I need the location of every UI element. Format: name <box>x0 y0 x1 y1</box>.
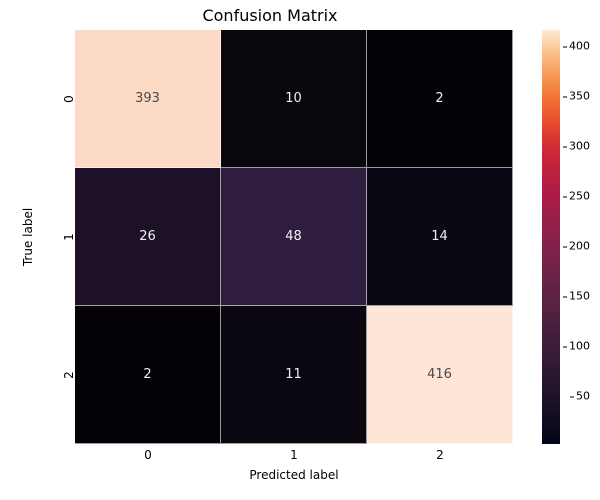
colorbar-tick: 200 <box>569 240 590 253</box>
chart-title: Confusion Matrix <box>0 6 540 25</box>
colorbar-tick: 250 <box>569 190 590 203</box>
heatmap-cell: 48 <box>221 168 367 306</box>
y-tick: 1 <box>55 168 73 306</box>
heatmap-cell: 393 <box>75 30 221 168</box>
y-tick: 2 <box>55 306 73 444</box>
heatmap-cell: 2 <box>367 30 513 168</box>
heatmap-cell: 11 <box>221 306 367 444</box>
y-axis-label-text: True label <box>21 208 35 266</box>
heatmap-cell: 14 <box>367 168 513 306</box>
x-axis-label: Predicted label <box>75 468 513 482</box>
heatmap-cell: 2 <box>75 306 221 444</box>
heatmap-cell: 10 <box>221 30 367 168</box>
colorbar-tick: 100 <box>569 340 590 353</box>
colorbar-ticks: 50 100 150 200 250 300 350 400 <box>562 30 590 444</box>
x-tick: 2 <box>367 448 513 466</box>
colorbar-tick: 50 <box>576 390 590 403</box>
colorbar <box>542 30 560 444</box>
colorbar-gradient <box>542 30 560 444</box>
colorbar-tick: 350 <box>569 90 590 103</box>
confusion-matrix-figure: Confusion Matrix True label 0 1 2 393102… <box>0 0 600 500</box>
colorbar-tick: 300 <box>569 140 590 153</box>
y-tick: 0 <box>55 30 73 168</box>
x-tick: 0 <box>75 448 221 466</box>
y-axis-label: True label <box>18 30 38 444</box>
x-tick: 1 <box>221 448 367 466</box>
colorbar-tick: 400 <box>569 40 590 53</box>
heatmap-cell: 416 <box>367 306 513 444</box>
y-axis-ticks: 0 1 2 <box>55 30 73 444</box>
x-axis-ticks: 0 1 2 <box>75 448 513 466</box>
heatmap-cell: 26 <box>75 168 221 306</box>
heatmap-grid: 393102264814211416 <box>75 30 513 444</box>
colorbar-tick: 150 <box>569 290 590 303</box>
